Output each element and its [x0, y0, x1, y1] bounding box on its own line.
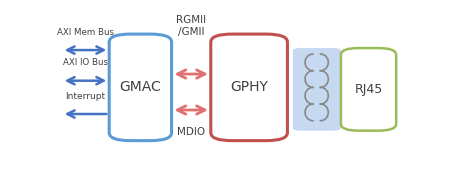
Text: GPHY: GPHY [230, 80, 268, 94]
Text: AXI Mem Bus: AXI Mem Bus [56, 28, 113, 37]
FancyBboxPatch shape [340, 48, 395, 131]
Text: RJ45: RJ45 [353, 83, 382, 96]
FancyBboxPatch shape [292, 48, 340, 131]
Text: GMAC: GMAC [119, 80, 161, 94]
Text: Interrupt: Interrupt [65, 92, 105, 101]
FancyBboxPatch shape [210, 34, 287, 141]
Text: AXI IO Bus: AXI IO Bus [63, 58, 107, 67]
Text: RGMII
/GMII: RGMII /GMII [176, 15, 206, 37]
FancyBboxPatch shape [109, 34, 171, 141]
Text: MDIO: MDIO [177, 127, 205, 137]
